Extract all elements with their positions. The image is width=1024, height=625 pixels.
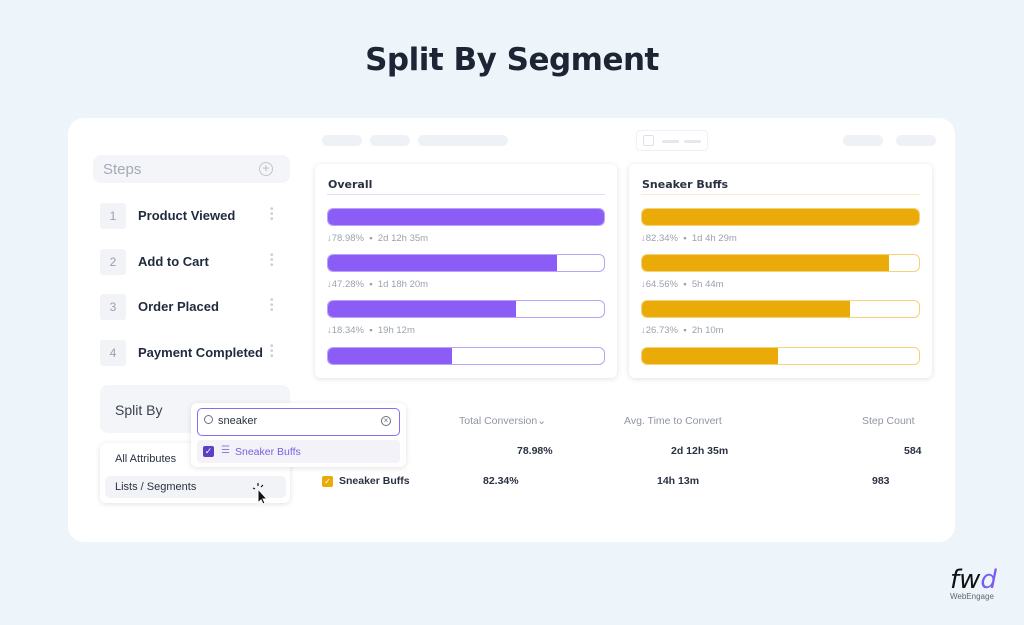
funnel-stat: ↓82.34% ▪ 1d 4h 29m (641, 233, 737, 244)
placeholder-pill (843, 135, 883, 146)
funnel-bar-fill (642, 348, 778, 364)
funnel-stat: ↓26.73% ▪ 2h 10m (641, 325, 724, 336)
funnel-bar-fill (328, 348, 453, 364)
funnel-bar[interactable] (641, 347, 920, 365)
option-all-attributes[interactable]: All Attributes (115, 453, 177, 465)
funnel-card: Sneaker Buffs ↓82.34% ▪ 1d 4h 29m ↓64.56%… (629, 164, 932, 378)
calendar-icon (643, 135, 654, 146)
funnel-bar-fill (328, 255, 558, 271)
funnel-bar[interactable] (641, 300, 920, 318)
placeholder-pill (418, 135, 508, 146)
funnel-bar[interactable] (641, 254, 920, 272)
funnel-stat: ↓47.28% ▪ 1d 18h 20m (327, 279, 429, 290)
clear-icon[interactable]: × (381, 416, 391, 426)
step-number: 1 (100, 203, 126, 229)
split-by-label: Split By (115, 402, 163, 418)
funnel-bar-fill (328, 301, 516, 317)
more-options-icon[interactable]: • • • (270, 341, 274, 362)
step-label: Add to Cart (138, 254, 209, 269)
step-label: Payment Completed (138, 345, 263, 360)
header-avg-time: Avg. Time to Convert (624, 415, 722, 427)
step-number: 3 (100, 294, 126, 320)
segment-color-checkbox[interactable]: ✓ (322, 476, 333, 487)
date-picker[interactable] (636, 130, 708, 151)
step-number: 4 (100, 340, 126, 366)
add-step-icon[interactable]: + (259, 162, 273, 176)
steps-header: Steps + (93, 155, 290, 183)
funnel-bar[interactable] (327, 208, 605, 226)
header-total-conversion[interactable]: Total Conversion⌄ (459, 415, 547, 427)
more-options-icon[interactable]: • • • (270, 204, 274, 225)
funnel-bar[interactable] (327, 300, 605, 318)
option-lists-segments[interactable]: Lists / Segments (105, 476, 286, 498)
page-title: Split By Segment (365, 42, 659, 78)
search-result-item[interactable]: ✓ ☰ Sneaker Buffs (197, 440, 400, 463)
funnel-bar-fill (642, 255, 889, 271)
funnel-card: Overall ↓78.98% ▪ 2d 12h 35m ↓47.28% ▪ 1d… (315, 164, 617, 378)
step-number: 2 (100, 249, 126, 275)
funnel-stat: ↓78.98% ▪ 2d 12h 35m (327, 233, 429, 244)
funnel-bar[interactable] (327, 254, 605, 272)
funnel-title: Overall (328, 178, 373, 191)
list-icon: ☰ (221, 445, 230, 456)
segment-search-popup: sneaker × ✓ ☰ Sneaker Buffs (191, 403, 406, 467)
funnel-bar[interactable] (327, 347, 605, 365)
placeholder-pill (370, 135, 410, 146)
placeholder-pill (322, 135, 362, 146)
checkbox-checked-icon[interactable]: ✓ (203, 446, 214, 457)
header-step-count: Step Count (862, 415, 915, 427)
step-label: Order Placed (138, 299, 219, 314)
search-input[interactable]: sneaker × (197, 408, 400, 436)
placeholder-pill (896, 135, 936, 146)
funnel-bar[interactable] (641, 208, 920, 226)
funnel-stat: ↓64.56% ▪ 5h 44m (641, 279, 724, 290)
cursor-icon (252, 483, 269, 505)
funnel-bar-fill (328, 209, 604, 225)
steps-title: Steps (103, 161, 142, 178)
more-options-icon[interactable]: • • • (270, 295, 274, 316)
step-label: Product Viewed (138, 208, 236, 223)
funnel-bar-fill (642, 301, 850, 317)
webengage-logo: fwd WebEngage (950, 565, 997, 601)
search-icon (204, 415, 213, 424)
more-options-icon[interactable]: • • • (270, 250, 274, 271)
funnel-title: Sneaker Buffs (642, 178, 729, 191)
funnel-bar-fill (642, 209, 919, 225)
funnel-stat: ↓18.34% ▪ 19h 12m (327, 325, 415, 336)
